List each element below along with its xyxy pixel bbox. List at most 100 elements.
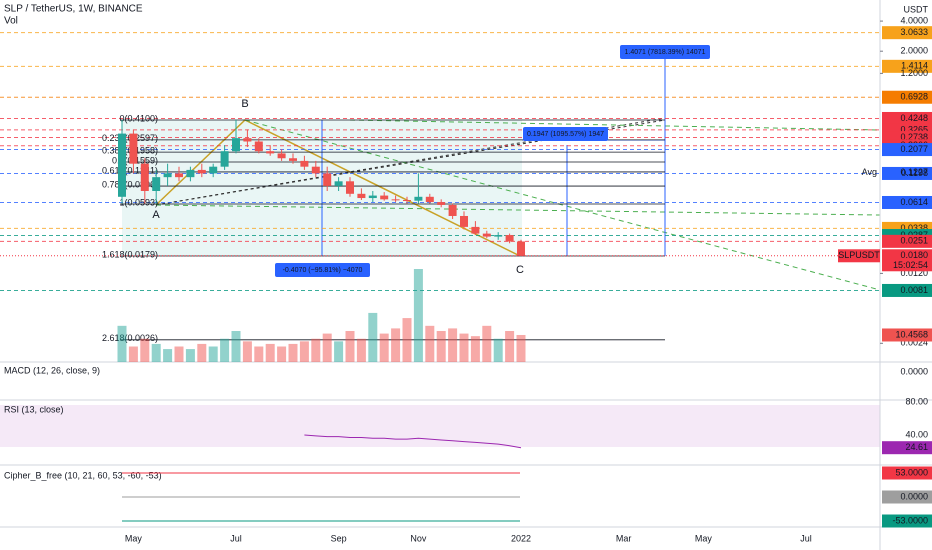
volume-bar	[482, 325, 492, 362]
trend-line	[244, 119, 881, 291]
y-tick-label: 2.0000	[900, 46, 928, 56]
volume-bar	[277, 346, 287, 362]
volume-bar	[322, 333, 332, 362]
price-tag	[882, 111, 932, 125]
trend-line	[349, 119, 881, 131]
y-tick-label: 0.0024	[900, 338, 928, 348]
volume-bar	[151, 343, 161, 362]
last-price-tag	[882, 249, 932, 272]
candle-body	[197, 169, 206, 174]
volume-bar	[413, 269, 423, 362]
cipher-tag	[882, 514, 932, 528]
cipher-tag	[882, 466, 932, 480]
candle-body	[403, 200, 411, 202]
candle-body	[414, 196, 423, 201]
candle-body	[460, 215, 468, 227]
candle-body	[140, 163, 149, 191]
measure-box	[620, 45, 710, 59]
cipher-title: Cipher_B_free (10, 21, 60, 53, -60, -53)	[4, 470, 162, 480]
avg-label: 0.1227	[900, 167, 928, 177]
volume-tag-label: 10.4568	[895, 329, 928, 339]
candle-body	[209, 166, 218, 174]
rsi-title: RSI (13, close)	[4, 404, 64, 414]
volume-bar	[334, 341, 344, 362]
candle-body	[129, 133, 138, 164]
cipher-label: 0.0000	[900, 491, 928, 501]
macd-zero-label: 0.0000	[900, 366, 928, 376]
volume-bar	[220, 338, 230, 362]
candle-body	[368, 195, 377, 199]
price-tag	[882, 195, 932, 209]
measure-label: 1.4071 (7818.39%) 14071	[625, 49, 706, 56]
candle-body	[163, 173, 172, 178]
volume-tag	[882, 328, 932, 342]
volume-bar	[174, 346, 184, 362]
x-tick-label: May	[125, 533, 143, 543]
volume-bar	[436, 331, 446, 362]
price-tag-label: 0.0614	[900, 197, 928, 207]
price-tag-label: 0.1198	[901, 168, 928, 178]
subtitle: Vol	[4, 16, 18, 27]
wave-label: C	[516, 264, 524, 276]
candle-body	[289, 158, 297, 161]
volume-bar	[231, 331, 241, 362]
candle-body	[311, 166, 320, 174]
candle-body	[471, 226, 480, 234]
volume-bar	[197, 343, 207, 362]
candle-body	[380, 195, 389, 200]
candle-body	[391, 199, 400, 201]
price-tag-label: 3.0633	[900, 27, 928, 37]
price-tag-label: 0.0081	[900, 285, 928, 295]
trend-line	[155, 204, 881, 216]
candle-body	[254, 141, 263, 152]
y-tick-label: 0.0120	[900, 268, 928, 278]
candle-body	[482, 233, 491, 237]
candle-body	[300, 160, 309, 167]
price-tag	[882, 90, 932, 104]
fib-label: 2.618(0.0026)	[102, 333, 158, 343]
candle-body	[448, 204, 457, 216]
candle-body	[243, 138, 252, 142]
volume-bar	[402, 318, 412, 362]
y-tick-label: 1.2000	[900, 68, 928, 78]
volume-bar	[459, 333, 469, 362]
cipher-label: 53.0000	[895, 467, 928, 477]
volume-bar	[425, 325, 435, 362]
wave-label: A	[152, 209, 160, 221]
last-price-label: 0.0180	[900, 250, 928, 260]
cipher-tag	[882, 490, 932, 504]
price-tag-label: 1.4114	[901, 61, 928, 71]
wave-label: B	[241, 98, 248, 110]
price-tag-label: 0.2077	[900, 144, 928, 154]
rsi-line	[304, 434, 522, 449]
x-tick-label: May	[695, 533, 713, 543]
volume-bar	[448, 328, 458, 362]
y-tick-label: 4.0000	[900, 15, 928, 25]
volume-bar	[516, 334, 526, 362]
candle-body	[220, 151, 229, 167]
volume-bar	[368, 312, 378, 362]
price-tag	[882, 234, 932, 248]
x-tick-label: Jul	[230, 533, 242, 543]
measure-box	[523, 127, 608, 141]
volume-bar	[379, 333, 389, 362]
price-tag-label: 0.0338	[900, 223, 928, 233]
candle-body	[357, 193, 366, 199]
volume-bar	[311, 338, 321, 362]
candle-body	[517, 241, 525, 256]
volume-bar	[117, 325, 127, 362]
x-tick-label: Nov	[410, 533, 427, 543]
candle-body	[437, 202, 446, 205]
candle-body	[277, 153, 286, 159]
candle-body	[232, 138, 240, 152]
volume-bar	[265, 343, 275, 362]
volume-bar	[163, 349, 173, 362]
fib-label: 0.618(0.1241)	[102, 165, 158, 175]
price-tag	[882, 143, 932, 157]
volume-bar	[185, 349, 195, 362]
price-tag	[882, 166, 932, 180]
volume-bar	[140, 338, 150, 362]
price-tag-label: 0.3265	[900, 124, 928, 134]
rsi-tag	[882, 441, 932, 455]
